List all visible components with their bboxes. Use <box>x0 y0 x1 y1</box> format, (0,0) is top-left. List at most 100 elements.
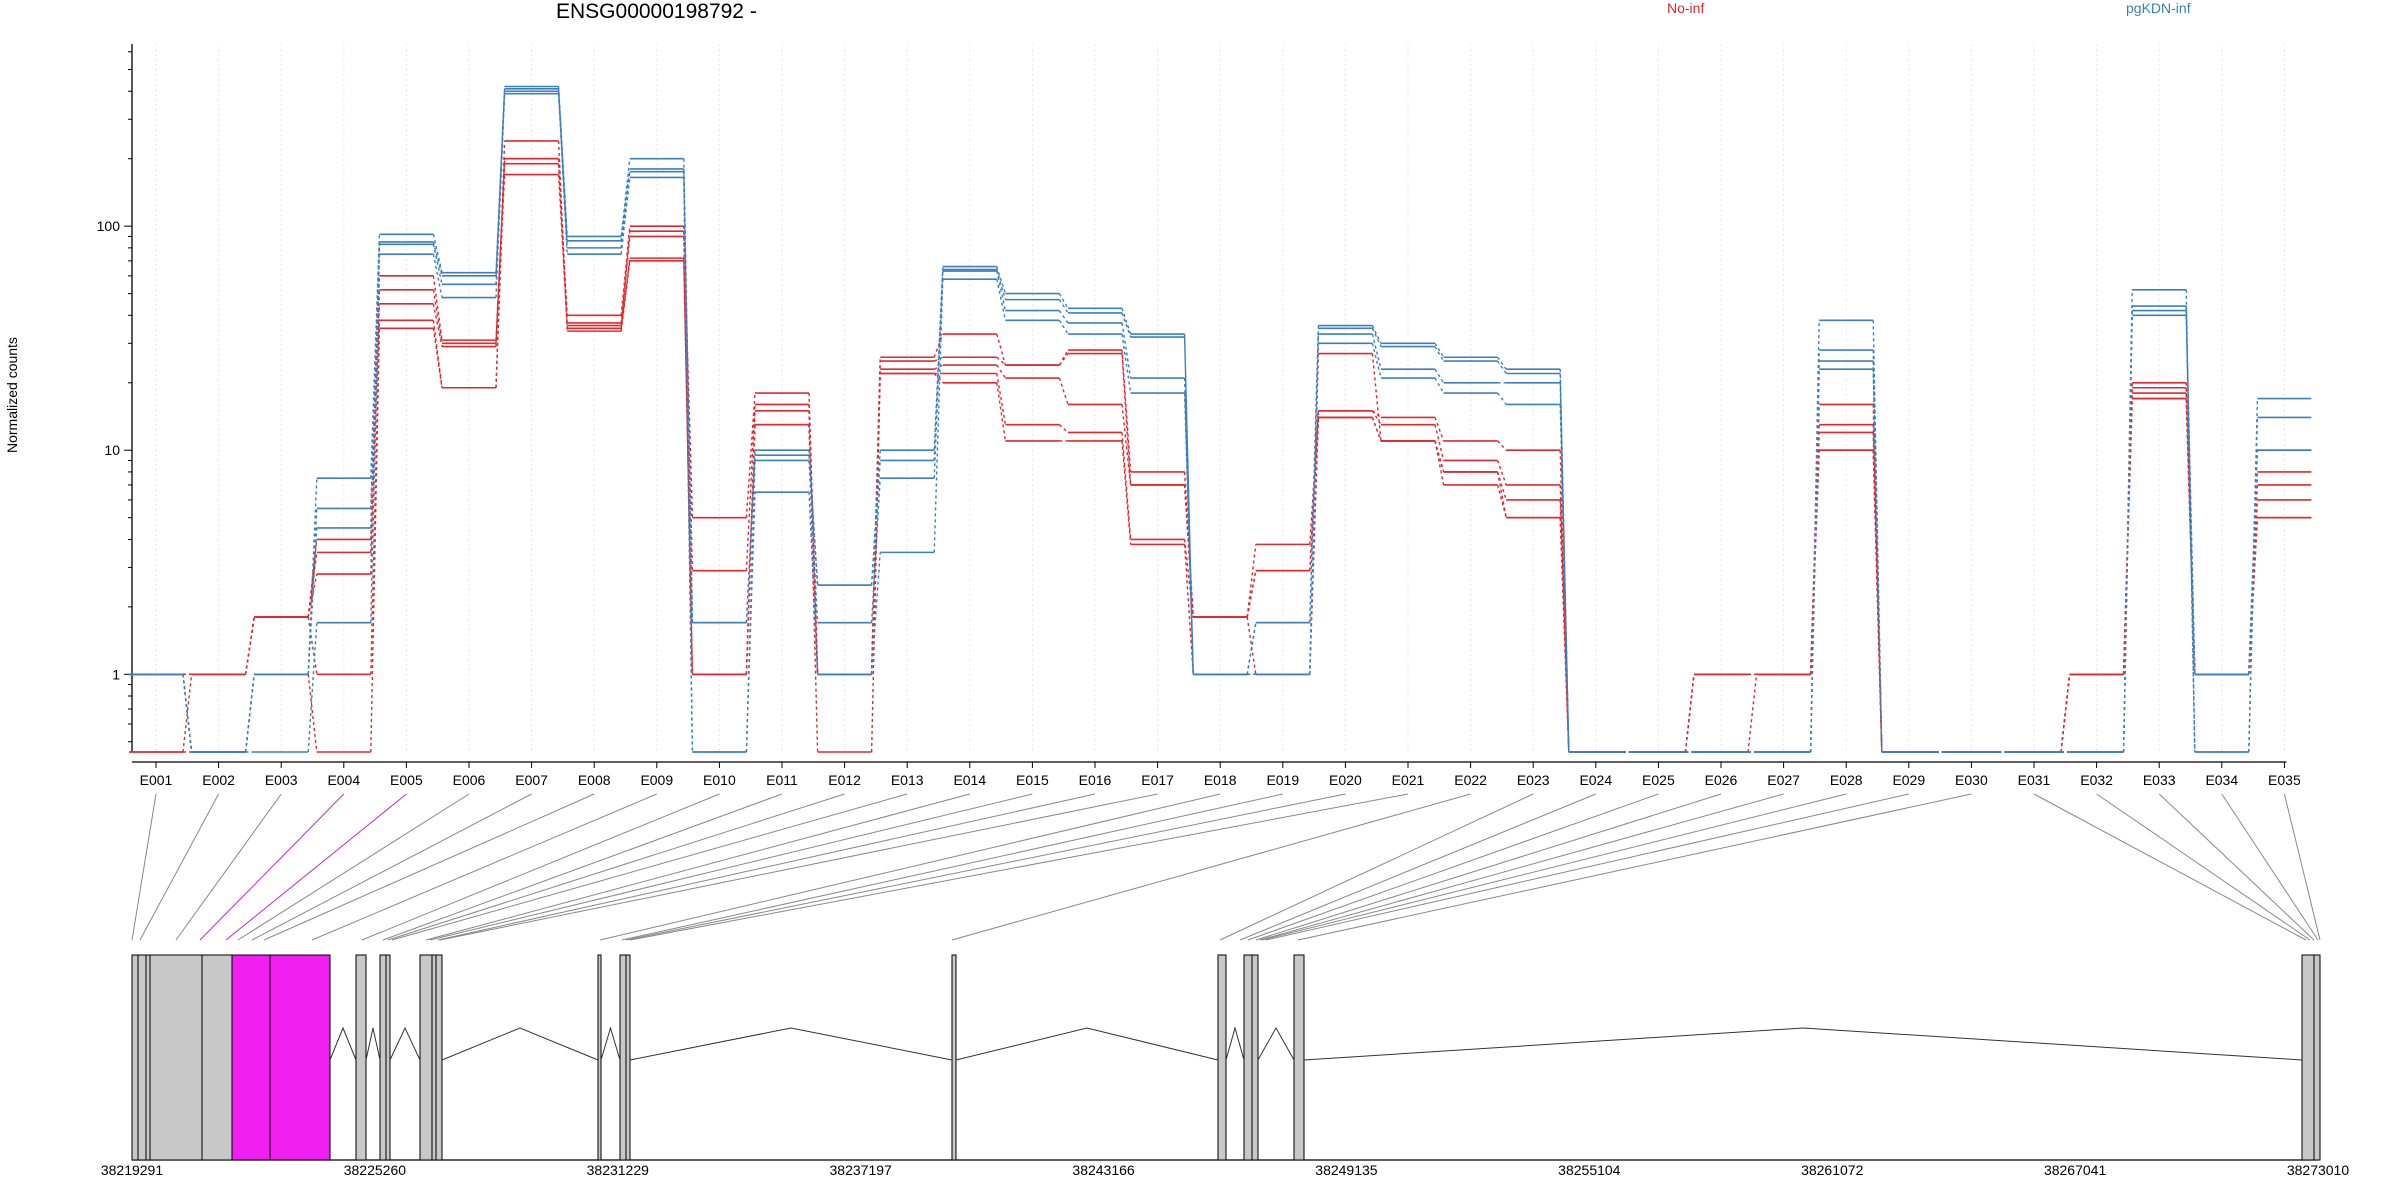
data-connector <box>1497 356 1507 370</box>
data-connector <box>996 382 1007 442</box>
data-connector <box>307 478 318 675</box>
exon-connector-e033 <box>2158 793 2315 941</box>
data-connector <box>996 279 1007 321</box>
exon-box-highlighted <box>269 954 331 1161</box>
exon-box <box>149 954 203 1161</box>
exon-connector-e016 <box>437 793 1096 941</box>
exon-box <box>2301 954 2315 1161</box>
data-connector <box>1809 450 1820 675</box>
data-connector <box>870 460 881 586</box>
data-connector <box>307 622 318 753</box>
exon-connector-e006 <box>237 793 470 941</box>
intron-line <box>441 1027 599 1061</box>
data-connector <box>370 328 381 753</box>
x-tick-label-e025: E025 <box>1642 772 1675 788</box>
data-connector <box>432 254 443 298</box>
exon-connector-e027 <box>1259 793 1784 941</box>
data-connector <box>2185 306 2196 753</box>
data-connector <box>432 328 443 388</box>
genome-tick-label: 38249135 <box>1315 1162 1378 1178</box>
exon-connector-e020 <box>625 793 1346 941</box>
exon-connector-e032 <box>2096 793 2311 941</box>
data-connector <box>808 455 819 586</box>
exon-box <box>385 954 391 1161</box>
exon-connector-e012 <box>387 793 845 941</box>
data-connector <box>996 266 1007 294</box>
data-connector <box>1246 616 1257 675</box>
x-tick-label-e023: E023 <box>1517 772 1550 788</box>
data-connector <box>933 373 944 384</box>
exon-box <box>201 954 233 1161</box>
data-connector <box>1183 539 1194 618</box>
data-connector <box>1309 343 1320 675</box>
exon-connector-e031 <box>2033 793 2307 941</box>
exon-connector-e034 <box>2221 793 2319 941</box>
data-connector <box>495 158 506 344</box>
y-axis-label: Normalized counts <box>4 337 20 453</box>
data-connector <box>870 373 881 753</box>
exon-box <box>619 954 627 1161</box>
data-connector <box>2122 398 2133 675</box>
data-connector <box>1121 308 1132 335</box>
data-connector <box>1872 369 1883 753</box>
data-connector <box>1496 484 1507 518</box>
data-connector <box>1058 353 1069 366</box>
exon-connector-e018 <box>599 793 1221 941</box>
exon-connector-e028 <box>1261 793 1847 941</box>
data-connector <box>370 254 381 623</box>
x-tick-label-e008: E008 <box>578 772 611 788</box>
data-connector <box>933 364 944 370</box>
x-tick-label-e024: E024 <box>1579 772 1612 788</box>
data-connector <box>1809 450 1820 675</box>
exon-connector-e030 <box>1297 793 1972 941</box>
data-connector <box>996 364 1006 379</box>
x-tick-label-e031: E031 <box>2018 772 2051 788</box>
data-connector <box>1497 440 1507 451</box>
data-connector <box>244 616 255 675</box>
exon-connector-e008 <box>263 793 595 941</box>
exon-connector-e023 <box>1219 793 1534 941</box>
exon-connector-e025 <box>1247 793 1659 941</box>
x-tick-label-e004: E004 <box>327 772 360 788</box>
exon-connector-e009 <box>311 793 657 941</box>
exon-connector-e035 <box>2283 793 2321 941</box>
data-connector <box>745 392 756 518</box>
series-pgkdn-inf-9 <box>129 92 2312 753</box>
data-connector <box>1809 369 1820 753</box>
x-tick-label-e022: E022 <box>1454 772 1487 788</box>
data-connector <box>620 177 631 255</box>
data-connector <box>182 674 193 753</box>
data-connector <box>683 158 694 623</box>
exon-box <box>1243 954 1253 1161</box>
exon-connector-e022 <box>951 793 1471 941</box>
x-tick-label-e019: E019 <box>1266 772 1299 788</box>
data-connector <box>1183 544 1194 675</box>
exon-connector-e005 <box>225 793 407 941</box>
data-connector <box>244 674 255 753</box>
x-tick-label-e007: E007 <box>515 772 548 788</box>
exon-connector-e013 <box>391 793 908 941</box>
exon-connector-e004 <box>199 793 345 941</box>
legend-no-inf: No-inf <box>1667 0 1705 16</box>
data-connector <box>1872 361 1883 753</box>
data-connector <box>432 303 443 347</box>
data-connector <box>1121 440 1132 545</box>
x-tick-label-e020: E020 <box>1329 772 1362 788</box>
exon-connector-e029 <box>1265 793 1909 941</box>
exon-box <box>597 954 602 1161</box>
data-connector <box>1371 410 1382 426</box>
data-connector <box>996 270 1007 311</box>
data-connector <box>1058 377 1069 405</box>
x-tick-label-e027: E027 <box>1767 772 1800 788</box>
data-connector <box>1872 450 1883 753</box>
x-tick-label-e005: E005 <box>390 772 423 788</box>
data-connector <box>996 333 1007 366</box>
intron-line <box>365 1027 381 1061</box>
intron-line <box>329 1026 357 1061</box>
genome-tick-label: 38255104 <box>1558 1162 1621 1178</box>
data-connector <box>1497 360 1507 374</box>
data-connector <box>495 93 506 298</box>
data-connector <box>2122 315 2133 753</box>
exon-box <box>951 954 957 1161</box>
data-connector <box>2248 417 2259 753</box>
